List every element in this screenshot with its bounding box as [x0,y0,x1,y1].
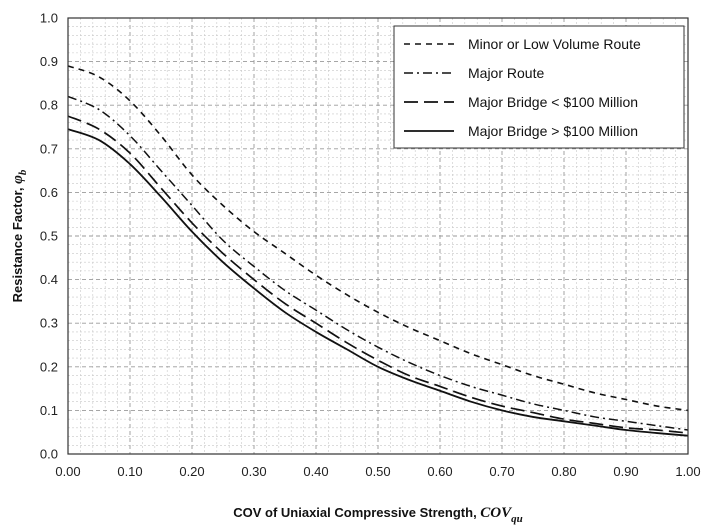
y-tick-label: 0.2 [40,359,58,374]
series-line-major-route [67,95,689,431]
legend: Minor or Low Volume Route Major Route Majo… [393,25,685,149]
y-tick-label: 0.0 [40,447,58,462]
y-axis-title-text: Resistance Factor, [10,184,25,303]
series-line-major-bridge-100-million [67,128,689,437]
y-tick-label: 0.9 [40,54,58,69]
legend-label-minor-or-low-volume-route: Minor or Low Volume Route [468,36,641,52]
plot-frame [67,17,689,455]
y-tick-labels: 0.0 0.1 0.2 0.3 0.4 0.5 0.6 0.7 0.8 0.9 1.0 [40,11,58,462]
x-tick-label: 1.00 [675,464,700,479]
legend-label-major-bridge-100-million: Major Bridge > $100 Million [468,123,638,139]
series-line-major-bridge-100-million [67,115,689,434]
x-tick-label: 0.20 [179,464,204,479]
legend-box [393,25,685,149]
y-tick-label: 0.5 [40,229,58,244]
y-tick-label: 0.3 [40,316,58,331]
x-tick-label: 0.10 [117,464,142,479]
y-tick-label: 0.4 [40,272,58,287]
series-line-minor-or-low-volume-route [67,65,689,412]
y-axis-title: Resistance Factor, φb [10,169,29,302]
x-tick-label: 0.80 [551,464,576,479]
legend-label-major-route: Major Route [468,65,544,81]
x-tick-label: 0.70 [489,464,514,479]
y-axis-subscript: b [17,169,29,175]
x-tick-label: 0.90 [613,464,638,479]
x-tick-labels: 0.00 0.10 0.20 0.30 0.40 0.50 0.60 0.70 0.80 0.90… [55,464,700,479]
y-tick-label: 0.7 [40,141,58,156]
y-tick-label: 1.0 [40,11,58,26]
x-tick-label: 0.50 [365,464,390,479]
y-tick-label: 0.8 [40,98,58,113]
x-axis-title: COV of Uniaxial Compressive Strength, CO… [233,505,523,525]
x-tick-label: 0.60 [427,464,452,479]
x-tick-label: 0.40 [303,464,328,479]
y-tick-label: 0.6 [40,185,58,200]
x-axis-symbol: COV [480,505,513,521]
series-layer [67,65,689,437]
x-axis-subscript: qu [511,513,523,525]
y-axis-symbol: φ [10,175,26,184]
x-tick-label: 0.00 [55,464,80,479]
x-tick-label: 0.30 [241,464,266,479]
y-tick-label: 0.1 [40,403,58,418]
legend-label-major-bridge-100-million: Major Bridge < $100 Million [468,94,638,110]
x-axis-title-text: COV of Uniaxial Compressive Strength, [233,505,480,520]
